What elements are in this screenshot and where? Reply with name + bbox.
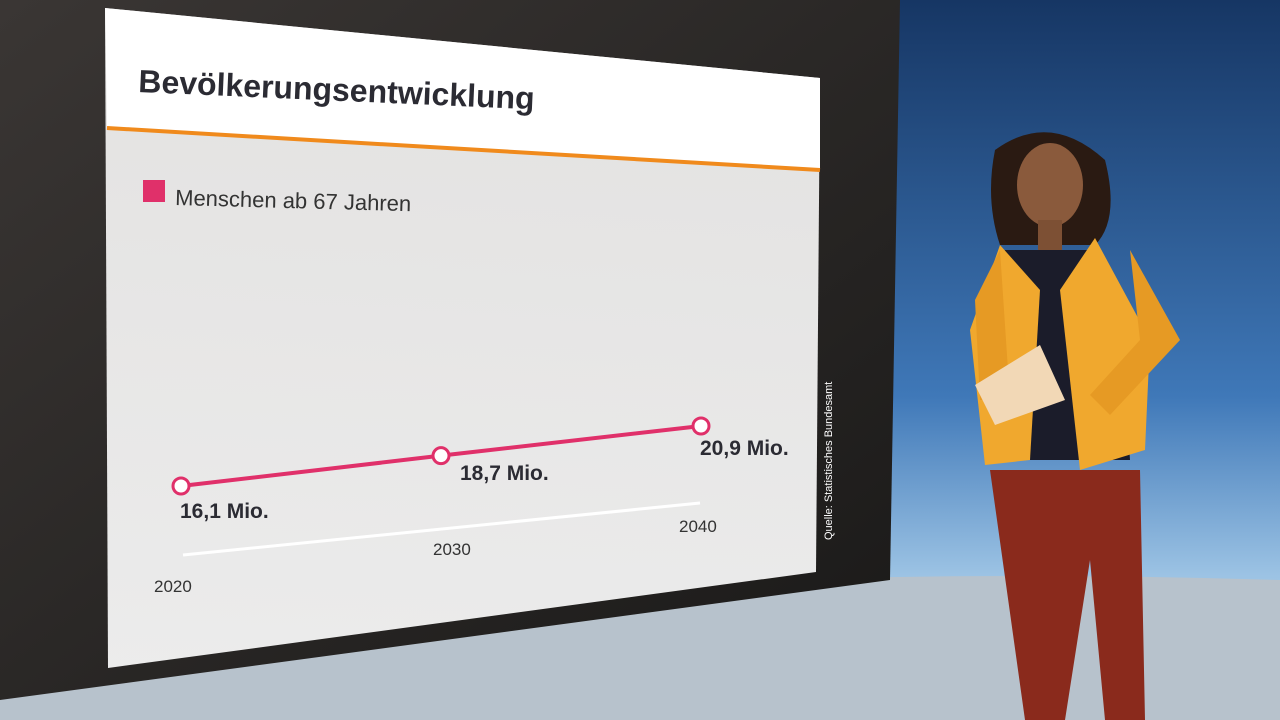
legend-swatch <box>143 180 165 202</box>
x-tick-label: 2040 <box>679 517 717 536</box>
chart: Menschen ab 67 Jahren 2020 2030 2040 16,1 Mi… <box>143 180 789 596</box>
data-label: 16,1 Mio. <box>180 500 269 523</box>
data-label: 20,9 Mio. <box>700 437 789 460</box>
data-point <box>431 446 451 466</box>
data-point <box>171 476 191 496</box>
data-label: 18,7 Mio. <box>460 462 549 485</box>
x-axis <box>182 501 701 557</box>
x-tick-label: 2020 <box>154 577 192 596</box>
source-note: Quelle: Statistisches Bundesamt <box>823 382 835 540</box>
chart-board <box>105 8 820 668</box>
x-tick-label: 2030 <box>433 540 471 559</box>
presenter <box>970 132 1180 720</box>
legend-label: Menschen ab 67 Jahren <box>175 185 412 216</box>
title-band <box>105 8 820 170</box>
data-point <box>691 416 711 436</box>
title-rule <box>106 126 821 172</box>
